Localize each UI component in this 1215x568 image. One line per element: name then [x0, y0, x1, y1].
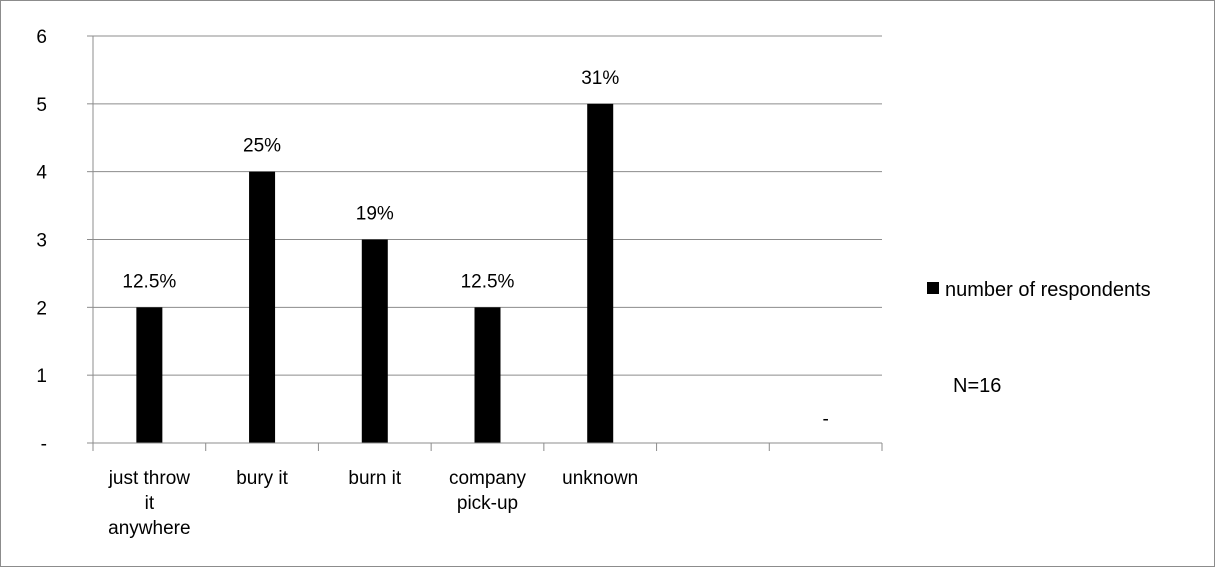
bar: [136, 307, 163, 443]
legend: number of respondents: [927, 279, 1151, 301]
bars: [136, 103, 614, 443]
x-tick-label: bury it: [236, 468, 288, 489]
sample-size-annotation: N=16: [953, 375, 1001, 397]
bar: [474, 307, 501, 443]
y-tick-label: 6: [36, 27, 47, 48]
y-tick-label: 3: [36, 231, 47, 252]
x-tick-label: unknown: [562, 468, 638, 489]
data-label: 12.5%: [122, 271, 176, 292]
y-tick-label: 2: [36, 298, 47, 319]
axes: - 1 2 3 4 5 6 just throw it anywhere bury it burn i…: [36, 27, 883, 539]
gridlines: [93, 35, 882, 376]
data-label: 19%: [356, 204, 394, 225]
y-tick-label: -: [41, 434, 47, 455]
legend-swatch: [927, 282, 939, 294]
y-tick-label: 1: [36, 366, 47, 387]
data-label: 12.5%: [461, 271, 515, 292]
bar: [587, 103, 614, 443]
y-tick-label: 4: [36, 163, 47, 184]
x-tick-label: just throw it anywhere: [108, 468, 191, 539]
x-tick-label: burn it: [348, 468, 402, 489]
data-labels: 12.5% 25% 19% 12.5% 31% -: [122, 68, 828, 430]
legend-label: number of respondents: [945, 279, 1151, 301]
x-tick-label: company pick-up: [449, 468, 527, 514]
data-label: 31%: [581, 68, 619, 89]
bar: [249, 171, 276, 443]
y-tick-label: 5: [36, 95, 47, 116]
bar: [361, 239, 388, 443]
data-label: 25%: [243, 136, 281, 157]
data-label: -: [822, 409, 828, 430]
